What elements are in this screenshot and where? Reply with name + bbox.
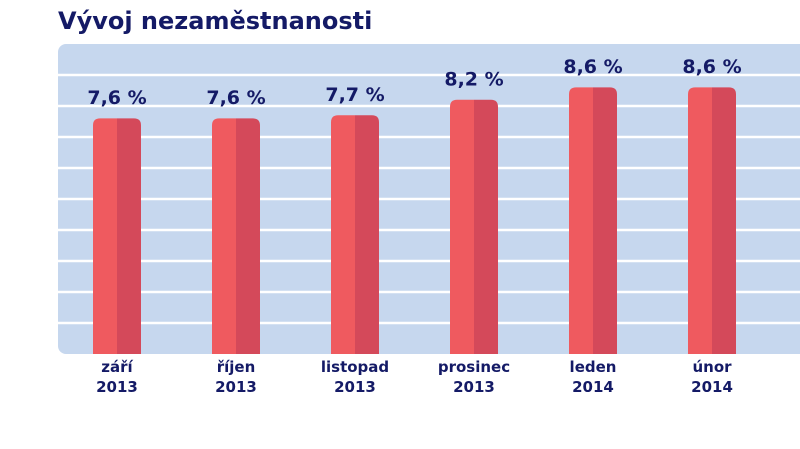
value-label: 7,7 % <box>325 84 384 106</box>
value-label: 8,6 % <box>563 56 622 78</box>
x-tick-label: prosinec 2013 <box>437 358 511 396</box>
value-label: 7,6 % <box>87 87 146 109</box>
bar <box>212 118 260 355</box>
value-label: 7,6 % <box>206 87 265 109</box>
x-tick-label: únor 2014 <box>691 358 733 396</box>
x-tick-label: září 2013 <box>96 358 138 396</box>
bar <box>331 115 379 354</box>
value-label: 8,6 % <box>682 56 741 78</box>
x-tick-label: říjen 2013 <box>215 358 257 396</box>
bar <box>93 118 141 355</box>
bar <box>450 99 498 354</box>
bar <box>569 87 617 355</box>
x-tick-label: listopad 2013 <box>320 358 390 396</box>
x-tick-label: leden 2014 <box>569 358 617 396</box>
bar <box>688 87 736 355</box>
value-label: 8,2 % <box>444 68 503 90</box>
chart-title: Vývoj nezaměstnanosti <box>58 7 372 35</box>
